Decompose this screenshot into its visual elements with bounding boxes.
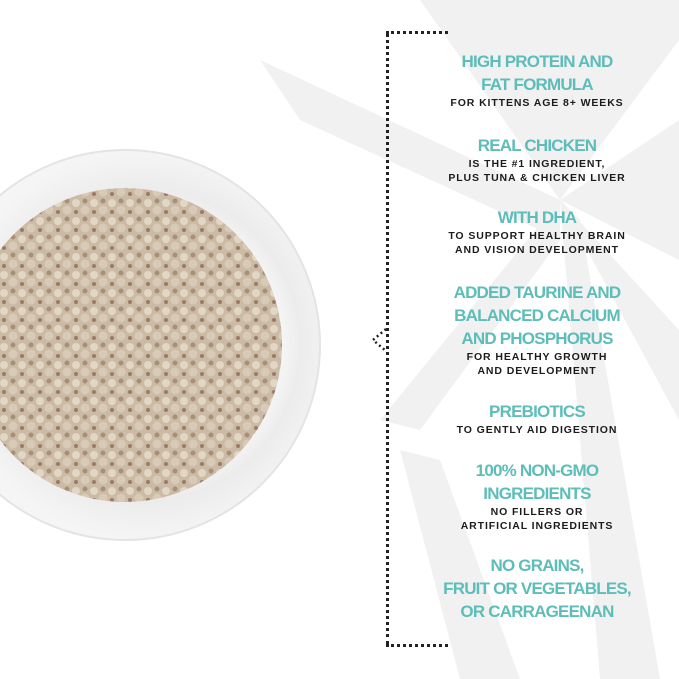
feature-description: PLUS TUNA & CHICKEN LIVER bbox=[448, 172, 626, 184]
feature-heading: OR CARRAGEENAN bbox=[460, 602, 614, 621]
feature-heading: HIGH PROTEIN AND bbox=[461, 52, 614, 71]
feature-block: REAL CHICKEN IS THE #1 INGREDIENT, PLUS TU… bbox=[402, 134, 672, 185]
feature-description: IS THE #1 INGREDIENT, bbox=[468, 158, 606, 170]
bowl-illustration bbox=[0, 149, 321, 541]
feature-block: ADDED TAURINE AND BALANCED CALCIUM AND PHO… bbox=[402, 281, 672, 378]
feature-heading: INGREDIENTS bbox=[483, 484, 591, 503]
feature-heading: WITH DHA bbox=[497, 208, 577, 227]
feature-description: NO FILLERS OR bbox=[490, 506, 584, 518]
feature-block: 100% NON-GMO INGREDIENTS NO FILLERS OR ARTI… bbox=[402, 459, 672, 533]
feature-heading: FRUIT OR VEGETABLES, bbox=[443, 579, 632, 598]
kitten-pate-food bbox=[0, 188, 282, 502]
feature-block: HIGH PROTEIN AND FAT FORMULA FOR KITTENS A… bbox=[402, 50, 672, 110]
dotted-bracket-bottom bbox=[386, 644, 448, 647]
dotted-bracket-line bbox=[386, 33, 389, 645]
feature-description: AND DEVELOPMENT bbox=[477, 365, 597, 377]
feature-heading: PREBIOTICS bbox=[489, 402, 586, 421]
bracket-notch bbox=[371, 328, 387, 352]
feature-heading: NO GRAINS, bbox=[490, 556, 584, 575]
feature-block: PREBIOTICS TO GENTLY AID DIGESTION bbox=[402, 400, 672, 437]
feature-description: TO GENTLY AID DIGESTION bbox=[456, 424, 618, 436]
feature-description: TO SUPPORT HEALTHY BRAIN bbox=[448, 230, 626, 242]
feature-heading: FAT FORMULA bbox=[481, 75, 594, 94]
feature-heading: AND PHOSPHORUS bbox=[461, 329, 613, 348]
dotted-bracket-top bbox=[386, 31, 448, 34]
feature-heading: BALANCED CALCIUM bbox=[454, 306, 620, 325]
feature-block: NO GRAINS, FRUIT OR VEGETABLES, OR CARRAGE… bbox=[402, 554, 672, 623]
feature-block: WITH DHA TO SUPPORT HEALTHY BRAIN AND VISI… bbox=[402, 206, 672, 257]
feature-heading: ADDED TAURINE AND bbox=[453, 283, 622, 302]
feature-description: ARTIFICIAL INGREDIENTS bbox=[460, 520, 614, 532]
feature-description: FOR HEALTHY GROWTH bbox=[466, 351, 608, 363]
feature-description: AND VISION DEVELOPMENT bbox=[455, 244, 619, 256]
feature-description: FOR KITTENS AGE 8+ WEEKS bbox=[450, 97, 624, 109]
feature-heading: REAL CHICKEN bbox=[477, 136, 597, 155]
feature-heading: 100% NON-GMO bbox=[475, 461, 599, 480]
